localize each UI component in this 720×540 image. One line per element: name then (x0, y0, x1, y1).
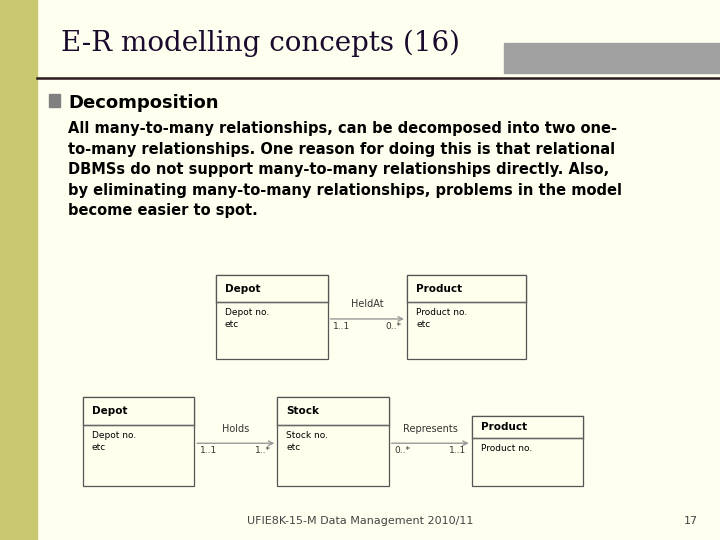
Text: Depot no.
etc: Depot no. etc (225, 308, 269, 329)
Text: HeldAt: HeldAt (351, 299, 384, 309)
Text: Depot: Depot (225, 284, 261, 294)
Text: 0..*: 0..* (395, 446, 410, 455)
Bar (472, 416, 583, 438)
Text: Represents: Represents (402, 423, 458, 434)
Bar (216, 275, 328, 302)
Text: E-R modelling concepts (16): E-R modelling concepts (16) (61, 30, 460, 57)
Text: Product: Product (416, 284, 462, 294)
Text: 1..1: 1..1 (449, 446, 466, 455)
Text: Product no.
etc: Product no. etc (416, 308, 467, 329)
Text: Depot: Depot (91, 406, 127, 416)
Text: Depot no.
etc: Depot no. etc (91, 431, 136, 453)
Text: 1..*: 1..* (256, 446, 271, 455)
Bar (83, 397, 194, 486)
Bar (83, 397, 194, 426)
Bar (277, 397, 389, 426)
Text: 1..1: 1..1 (333, 322, 351, 330)
Bar (216, 275, 328, 359)
Bar (277, 397, 389, 486)
Text: 0..*: 0..* (385, 322, 401, 330)
Text: 1..1: 1..1 (200, 446, 217, 455)
Bar (49, 94, 60, 107)
Text: Decomposition: Decomposition (68, 94, 219, 112)
Bar (407, 275, 526, 302)
Text: Stock: Stock (286, 406, 319, 416)
Bar (0, 0, 37, 540)
Bar (472, 416, 583, 486)
Text: Holds: Holds (222, 423, 249, 434)
Text: UFIE8K-15-M Data Management 2010/11: UFIE8K-15-M Data Management 2010/11 (247, 516, 473, 526)
Bar (504, 43, 720, 73)
Text: All many-to-many relationships, can be decomposed into two one-
to-many relation: All many-to-many relationships, can be d… (68, 122, 622, 218)
Bar (407, 275, 526, 359)
Text: 17: 17 (684, 516, 698, 526)
Text: Product no.: Product no. (480, 444, 532, 453)
Text: Product: Product (480, 422, 526, 432)
Text: Stock no.
etc: Stock no. etc (286, 431, 328, 453)
